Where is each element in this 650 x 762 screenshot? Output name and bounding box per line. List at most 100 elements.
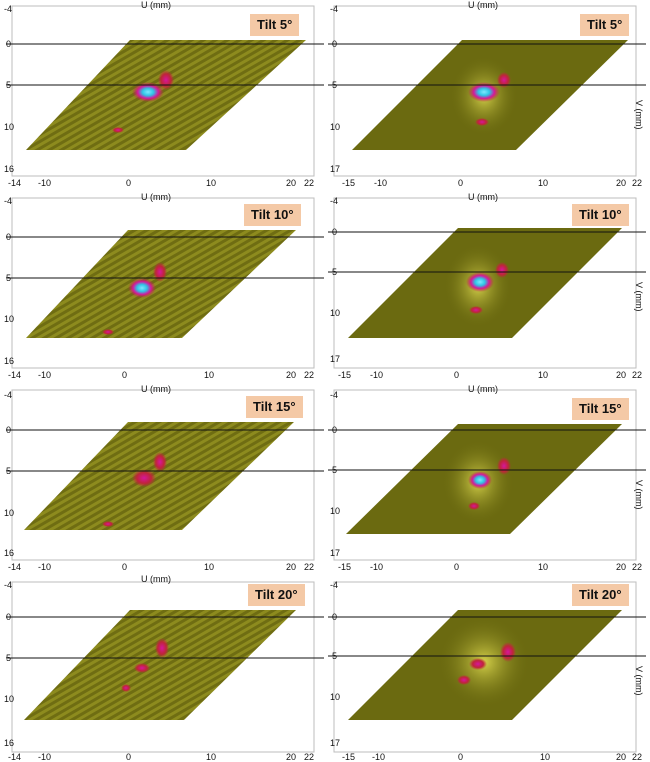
v-tick: -4 bbox=[330, 196, 338, 206]
u-axis-title: U (mm) bbox=[141, 574, 171, 584]
u-tick: -10 bbox=[372, 752, 385, 762]
defect-reflection bbox=[102, 329, 114, 335]
plot-frame bbox=[333, 197, 637, 369]
u-tick: 10 bbox=[206, 178, 216, 188]
v-tick: 0 bbox=[332, 612, 337, 622]
u-tick: 10 bbox=[540, 752, 550, 762]
u-tick: -10 bbox=[374, 178, 387, 188]
scan-panel-tilt20-processed: V (mm) -4 0 5 10 17 -15 -10 0 10 20 22 T… bbox=[328, 576, 646, 762]
u-tick: 22 bbox=[304, 752, 314, 762]
v-axis-title: V (mm) bbox=[634, 282, 644, 312]
u-tick: 10 bbox=[204, 370, 214, 380]
v-tick: 10 bbox=[4, 314, 14, 324]
plot-frame bbox=[333, 389, 637, 561]
u-tick: 10 bbox=[538, 370, 548, 380]
u-tick: 0 bbox=[126, 178, 131, 188]
u-tick: 0 bbox=[454, 370, 459, 380]
scan-plot-svg: U (mm) -4 0 5 10 16 -14 -10 0 10 20 22 bbox=[4, 574, 324, 762]
v-tick: 0 bbox=[6, 425, 11, 435]
u-axis-title: U (mm) bbox=[141, 192, 171, 202]
defect-reflection bbox=[153, 262, 167, 282]
defect-reflection bbox=[497, 72, 511, 88]
defect-hotspot bbox=[466, 272, 494, 292]
scan-surface bbox=[24, 610, 296, 720]
u-tick: -15 bbox=[342, 752, 355, 762]
scan-plot-svg: U (mm) V (mm) -4 0 5 10 17 -15 -10 0 10 … bbox=[328, 384, 646, 572]
u-tick: 20 bbox=[286, 178, 296, 188]
v-tick: 10 bbox=[330, 692, 340, 702]
scan-panel-tilt15-raw: U (mm) -4 0 5 10 16 -14 -10 0 10 20 22 T… bbox=[4, 384, 324, 572]
u-tick: -10 bbox=[370, 370, 383, 380]
tilt-label: Tilt 10° bbox=[244, 204, 301, 226]
defect-reflection bbox=[134, 663, 150, 673]
v-tick: -4 bbox=[4, 580, 12, 590]
v-tick: -4 bbox=[4, 196, 12, 206]
plot-frame bbox=[333, 581, 637, 753]
u-tick: -14 bbox=[8, 370, 21, 380]
defect-reflection bbox=[495, 262, 509, 278]
u-tick: 22 bbox=[304, 370, 314, 380]
defect-reflection bbox=[475, 118, 489, 126]
v-tick: 5 bbox=[332, 267, 337, 277]
u-tick: -10 bbox=[38, 370, 51, 380]
scan-panel-tilt20-raw: U (mm) -4 0 5 10 16 -14 -10 0 10 20 22 T… bbox=[4, 574, 324, 762]
defect-hotspot bbox=[132, 82, 164, 102]
v-tick: 10 bbox=[330, 122, 340, 132]
v-tick: 10 bbox=[4, 508, 14, 518]
v-axis-title: V (mm) bbox=[634, 100, 644, 130]
v-tick: 10 bbox=[330, 308, 340, 318]
v-tick: -4 bbox=[330, 4, 338, 14]
defect-hotspot bbox=[132, 469, 156, 487]
defect-reflection bbox=[457, 675, 471, 685]
v-tick: -4 bbox=[330, 390, 338, 400]
u-tick: 22 bbox=[632, 562, 642, 572]
v-tick: 17 bbox=[330, 548, 340, 558]
v-tick: 16 bbox=[4, 164, 14, 174]
u-tick: 10 bbox=[206, 752, 216, 762]
scan-plot-svg: U (mm) -4 0 5 10 16 -14 -10 0 10 20 22 bbox=[4, 384, 324, 572]
tilt-label: Tilt 5° bbox=[580, 14, 630, 36]
scan-panel-tilt5-raw: U (mm) -4 0 5 10 16 -14 -10 0 10 20 22 T… bbox=[4, 0, 324, 188]
v-tick: 17 bbox=[330, 164, 340, 174]
u-tick: 0 bbox=[458, 178, 463, 188]
u-tick: 0 bbox=[126, 752, 131, 762]
tilt-label: Tilt 5° bbox=[250, 14, 300, 36]
scan-plot-svg: U (mm) -4 0 5 10 16 -14 -10 0 10 20 22 bbox=[4, 0, 324, 188]
v-tick: 0 bbox=[332, 227, 337, 237]
defect-hotspot bbox=[128, 278, 156, 298]
tilt-label: Tilt 15° bbox=[246, 396, 303, 418]
defect-hotspot bbox=[468, 82, 500, 102]
defect-reflection bbox=[500, 642, 516, 662]
u-tick: 0 bbox=[454, 562, 459, 572]
u-tick: -14 bbox=[8, 752, 21, 762]
u-tick: 22 bbox=[304, 562, 314, 572]
plot-frame bbox=[11, 581, 315, 753]
scan-plot-svg: U (mm) V (mm) -4 0 5 10 17 -15 -10 0 10 … bbox=[328, 192, 646, 380]
tilt-label: Tilt 20° bbox=[572, 584, 629, 606]
defect-reflection bbox=[121, 684, 131, 692]
u-tick: 0 bbox=[122, 562, 127, 572]
u-tick: 20 bbox=[616, 178, 626, 188]
v-axis-title: V (mm) bbox=[634, 480, 644, 510]
v-tick: 0 bbox=[6, 232, 11, 242]
plot-frame bbox=[11, 197, 315, 369]
u-tick: 22 bbox=[632, 752, 642, 762]
u-tick: -15 bbox=[338, 562, 351, 572]
defect-reflection bbox=[158, 70, 174, 90]
plot-frame bbox=[11, 5, 315, 177]
v-tick: 16 bbox=[4, 356, 14, 366]
v-tick: -4 bbox=[4, 390, 12, 400]
scan-panel-tilt15-processed: U (mm) V (mm) -4 0 5 10 17 -15 -10 0 10 … bbox=[328, 384, 646, 572]
v-tick: 0 bbox=[332, 39, 337, 49]
scan-panel-tilt5-processed: U (mm) V (mm) -4 0 5 10 17 -15 -10 0 10 … bbox=[328, 0, 646, 188]
plot-frame bbox=[11, 389, 315, 561]
v-tick: 5 bbox=[6, 653, 11, 663]
scan-panel-tilt10-processed: U (mm) V (mm) -4 0 5 10 17 -15 -10 0 10 … bbox=[328, 192, 646, 380]
u-tick: -15 bbox=[342, 178, 355, 188]
u-tick: 0 bbox=[458, 752, 463, 762]
u-tick: 22 bbox=[632, 178, 642, 188]
u-tick: 0 bbox=[122, 370, 127, 380]
v-tick: 5 bbox=[6, 273, 11, 283]
defect-reflection bbox=[155, 638, 169, 658]
v-tick: 17 bbox=[330, 354, 340, 364]
